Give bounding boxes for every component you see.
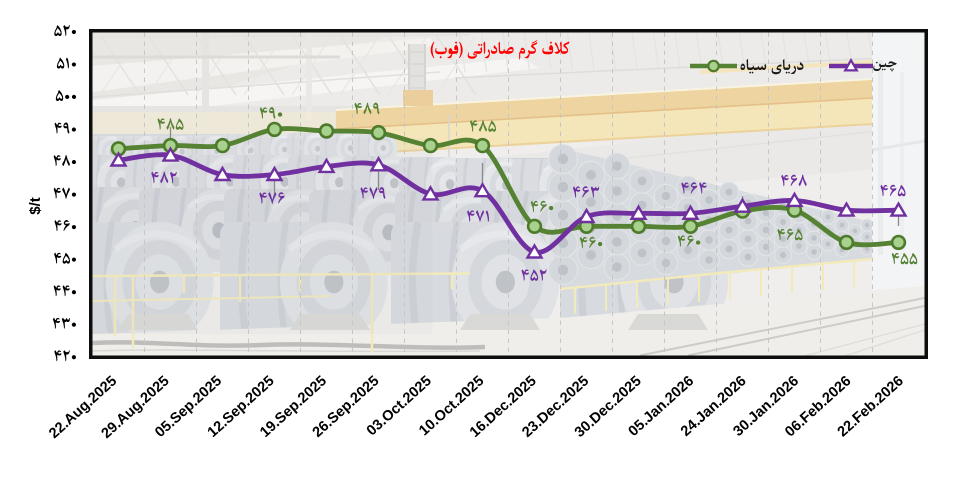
svg-text:$/t: $/t [27, 197, 44, 215]
